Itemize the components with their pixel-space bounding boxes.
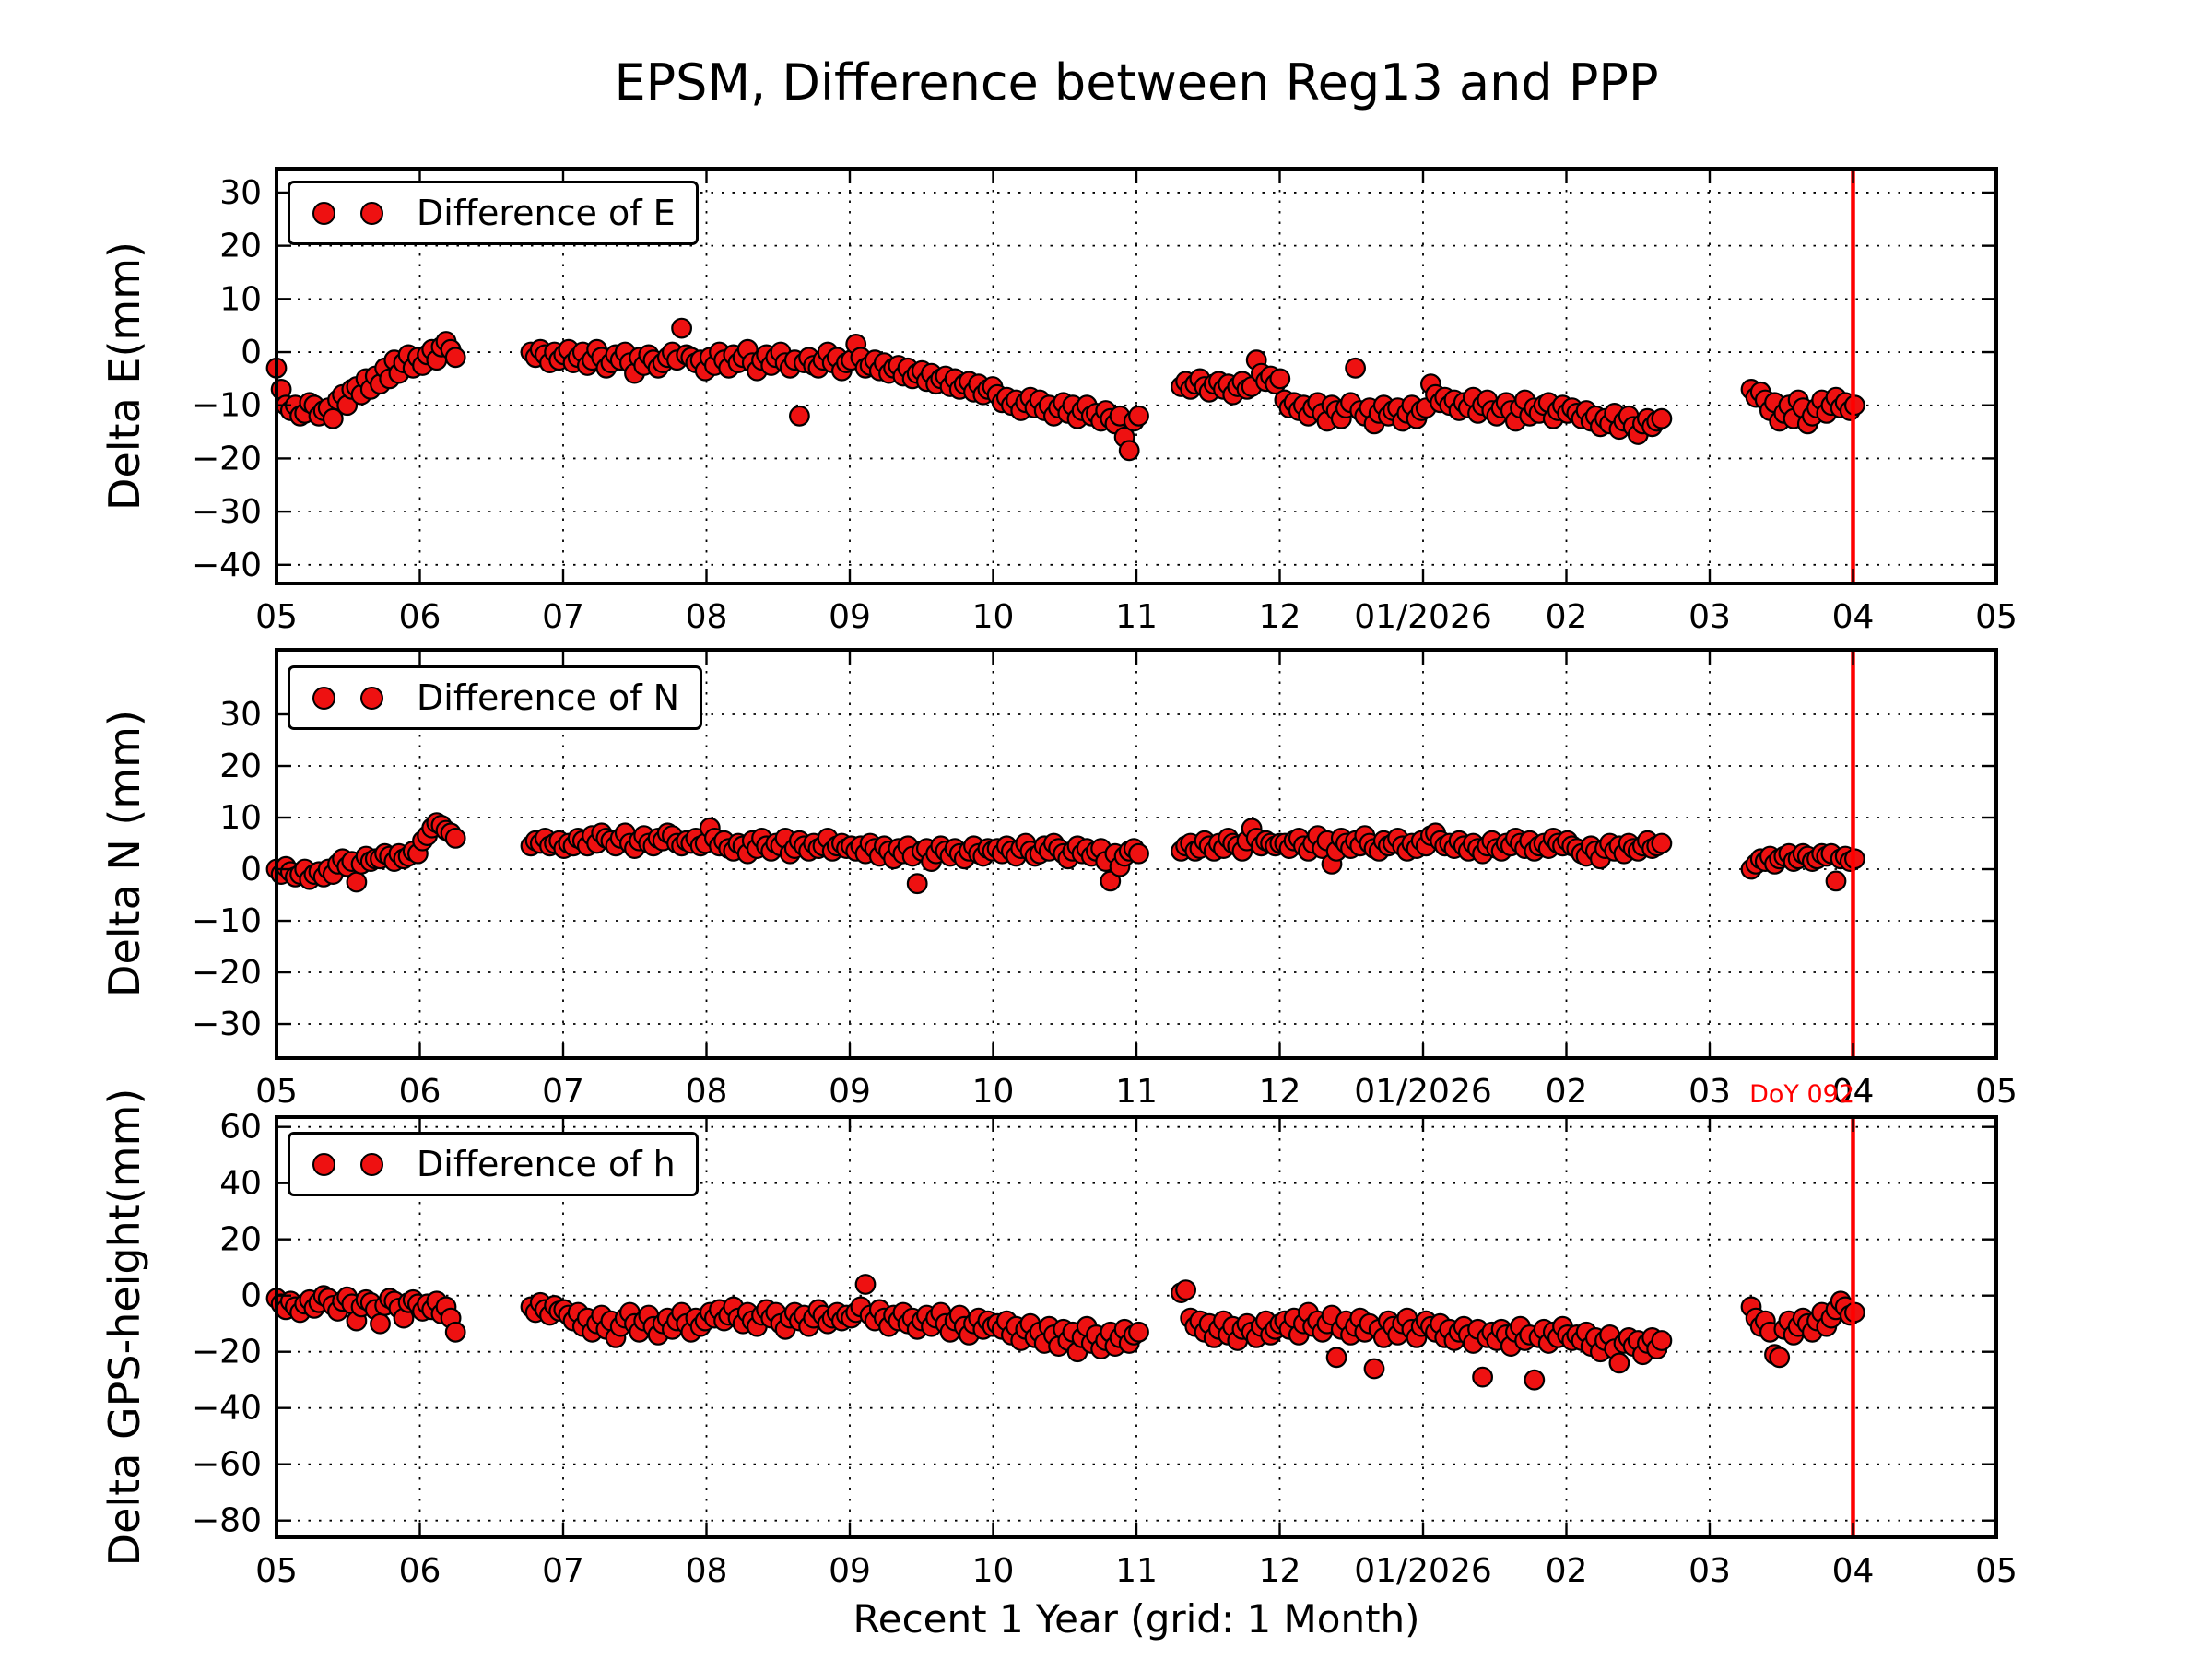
svg-text:11: 11 <box>1115 598 1158 636</box>
svg-text:01/2026: 01/2026 <box>1354 1552 1492 1590</box>
svg-text:05: 05 <box>1975 1552 2018 1590</box>
tick-marks <box>275 650 1998 1058</box>
tick-marks <box>275 1117 1998 1537</box>
ylabel-delta-n: Delta N (mm) <box>100 710 149 997</box>
svg-text:08: 08 <box>686 598 728 636</box>
svg-text:10: 10 <box>972 1552 1015 1590</box>
svg-text:11: 11 <box>1115 1073 1158 1111</box>
x-tick-labels: 05 06 07 08 09 10 11 12 01/2026 02 03 04 05 <box>255 1552 2018 1590</box>
subplot-delta-h: 05 06 07 08 09 10 11 12 01/2026 02 03 04 05 60 40 20 0 −2… <box>192 1109 2018 1590</box>
legend-label: Difference of E <box>417 193 676 233</box>
svg-text:30: 30 <box>219 174 262 212</box>
svg-text:08: 08 <box>686 1073 728 1111</box>
legend-label: Difference of N <box>417 677 680 718</box>
svg-text:03: 03 <box>1688 1073 1731 1111</box>
svg-text:60: 60 <box>219 1109 262 1147</box>
svg-text:05: 05 <box>1975 598 2018 636</box>
svg-text:−80: −80 <box>192 1502 262 1540</box>
svg-text:−10: −10 <box>192 902 262 940</box>
svg-text:01/2026: 01/2026 <box>1354 1073 1492 1111</box>
svg-text:06: 06 <box>399 1552 441 1590</box>
svg-text:02: 02 <box>1546 1552 1588 1590</box>
subplot-delta-n: 05 06 07 08 09 10 11 12 01/2026 02 03 04 05 30 20 10 0 −1… <box>192 648 2018 1111</box>
svg-text:07: 07 <box>542 598 584 636</box>
svg-text:12: 12 <box>1259 1552 1301 1590</box>
legend-marker-icon <box>360 1152 383 1176</box>
svg-text:−40: −40 <box>192 1390 262 1428</box>
svg-text:09: 09 <box>829 598 871 636</box>
svg-text:12: 12 <box>1259 1073 1301 1111</box>
svg-text:−60: −60 <box>192 1446 262 1484</box>
svg-text:05: 05 <box>1975 1073 2018 1111</box>
svg-text:−30: −30 <box>192 493 262 531</box>
svg-text:07: 07 <box>542 1552 584 1590</box>
svg-text:20: 20 <box>219 1221 262 1259</box>
svg-text:03: 03 <box>1688 1552 1731 1590</box>
svg-text:−40: −40 <box>192 547 262 584</box>
svg-text:10: 10 <box>972 1073 1015 1111</box>
svg-text:04: 04 <box>1832 1073 1875 1111</box>
svg-text:10: 10 <box>219 280 262 318</box>
points-delta-h <box>265 1274 1865 1391</box>
svg-text:01/2026: 01/2026 <box>1354 598 1492 636</box>
tick-marks <box>275 169 1998 583</box>
svg-text:20: 20 <box>219 228 262 265</box>
legend-marker-icon <box>312 1152 335 1176</box>
svg-text:12: 12 <box>1259 598 1301 636</box>
svg-text:04: 04 <box>1832 598 1875 636</box>
y-tick-labels: 30 20 10 0 −10 −20 −30 −40 <box>192 174 262 584</box>
svg-text:0: 0 <box>241 1277 262 1315</box>
svg-text:05: 05 <box>255 1073 298 1111</box>
svg-text:−20: −20 <box>192 954 262 992</box>
points-delta-n <box>265 812 1865 895</box>
x-tick-labels: 05 06 07 08 09 10 11 12 01/2026 02 03 04 05 <box>255 1073 2018 1111</box>
points-delta-e <box>265 317 1865 462</box>
svg-text:30: 30 <box>219 696 262 734</box>
svg-text:−20: −20 <box>192 1334 262 1371</box>
svg-text:06: 06 <box>399 598 441 636</box>
svg-text:06: 06 <box>399 1073 441 1111</box>
svg-text:02: 02 <box>1546 1073 1588 1111</box>
svg-text:11: 11 <box>1115 1552 1158 1590</box>
subplot-delta-e: 05 06 07 08 09 10 11 12 01/2026 02 03 04 05 30 20 10 0 −1… <box>192 167 2018 636</box>
legend-difference-of-n: Difference of N <box>288 665 703 730</box>
svg-text:0: 0 <box>241 334 262 371</box>
svg-text:−20: −20 <box>192 440 262 477</box>
svg-text:05: 05 <box>255 598 298 636</box>
legend-marker-icon <box>360 686 383 710</box>
svg-text:08: 08 <box>686 1552 728 1590</box>
ylabel-delta-h: Delta GPS-height(mm) <box>100 1088 149 1567</box>
svg-text:0: 0 <box>241 851 262 888</box>
legend-difference-of-e: Difference of E <box>288 181 699 245</box>
svg-text:05: 05 <box>255 1552 298 1590</box>
svg-text:09: 09 <box>829 1552 871 1590</box>
legend-marker-icon <box>312 201 335 225</box>
svg-text:03: 03 <box>1688 598 1731 636</box>
svg-text:04: 04 <box>1832 1552 1875 1590</box>
svg-text:−30: −30 <box>192 1006 262 1043</box>
legend-label: Difference of h <box>417 1144 676 1184</box>
svg-text:09: 09 <box>829 1073 871 1111</box>
svg-text:10: 10 <box>972 598 1015 636</box>
svg-text:40: 40 <box>219 1165 262 1203</box>
y-tick-labels: 60 40 20 0 −20 −40 −60 −80 <box>192 1109 262 1540</box>
svg-text:20: 20 <box>219 747 262 785</box>
legend-marker-icon <box>360 201 383 225</box>
ylabel-delta-e: Delta E(mm) <box>100 241 149 511</box>
svg-text:07: 07 <box>542 1073 584 1111</box>
y-tick-labels: 30 20 10 0 −10 −20 −30 <box>192 696 262 1043</box>
svg-text:02: 02 <box>1546 598 1588 636</box>
svg-text:−10: −10 <box>192 387 262 425</box>
xlabel: Recent 1 Year (grid: 1 Month) <box>853 1596 1420 1641</box>
x-tick-labels: 05 06 07 08 09 10 11 12 01/2026 02 03 04 05 <box>255 598 2018 636</box>
doy-annotation: DoY 092 <box>1749 1080 1854 1109</box>
legend-marker-icon <box>312 686 335 710</box>
legend-difference-of-h: Difference of h <box>288 1132 699 1196</box>
figure-title: EPSM, Difference between Reg13 and PPP <box>614 53 1659 112</box>
svg-text:10: 10 <box>219 799 262 837</box>
